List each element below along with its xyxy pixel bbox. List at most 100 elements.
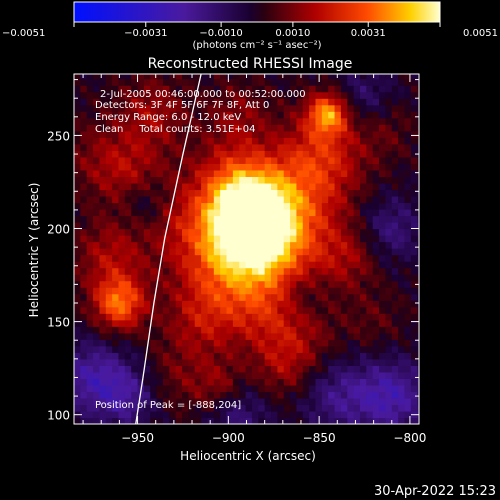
heatmap-cell (290, 254, 298, 262)
heatmap-cell (207, 130, 215, 138)
heatmap-cell (118, 397, 126, 406)
heatmap-cell (124, 176, 132, 184)
heatmap-cell (366, 391, 374, 399)
heatmap-cell (86, 306, 94, 314)
heatmap-cell (398, 176, 406, 184)
heatmap-cell (213, 195, 221, 204)
heatmap-cell (264, 306, 272, 314)
heatmap-cell (118, 235, 126, 243)
heatmap-cell (277, 169, 285, 177)
heatmap-cell (220, 143, 228, 151)
heatmap-cell (366, 137, 374, 145)
heatmap-cell (283, 261, 291, 269)
heatmap-cell (245, 228, 253, 236)
heatmap-cell (245, 384, 253, 393)
heatmap-cell (309, 267, 317, 275)
heatmap-cell (290, 267, 298, 275)
heatmap-cell (220, 208, 228, 217)
y-tick-label: 100 (47, 409, 70, 423)
heatmap-cell (137, 137, 145, 145)
heatmap-cell (220, 98, 228, 106)
heatmap-cell (74, 371, 81, 379)
heatmap-cell (143, 137, 151, 145)
heatmap-cell (118, 91, 126, 99)
heatmap-cell (258, 156, 266, 164)
heatmap-cell (194, 384, 202, 393)
heatmap-cell (150, 228, 158, 236)
heatmap-cell (124, 352, 132, 360)
heatmap-cell (366, 410, 374, 419)
heatmap-cell (379, 397, 387, 406)
heatmap-cell (86, 267, 94, 275)
heatmap-cell (347, 293, 355, 301)
heatmap-cell (296, 169, 304, 177)
heatmap-cell (131, 384, 139, 393)
heatmap-cell (334, 326, 342, 334)
heatmap-cell (226, 98, 234, 106)
heatmap-cell (404, 397, 412, 406)
heatmap-cell (201, 345, 209, 353)
heatmap-cell (340, 378, 348, 386)
heatmap-cell (321, 378, 329, 386)
heatmap-cell (207, 137, 215, 145)
heatmap-cell (143, 130, 151, 138)
heatmap-cell (315, 365, 323, 373)
heatmap-cell (385, 391, 393, 399)
heatmap-cell (251, 137, 259, 145)
heatmap-cell (239, 319, 247, 327)
heatmap-cell (385, 228, 393, 236)
heatmap-cell (131, 235, 139, 243)
heatmap-cell (112, 371, 120, 379)
heatmap-cell (74, 248, 81, 256)
heatmap-cell (385, 189, 393, 197)
heatmap-cell (118, 98, 126, 106)
heatmap-cell (302, 300, 310, 308)
heatmap-cell (296, 391, 304, 399)
heatmap-cell (226, 280, 234, 288)
heatmap-cell (150, 254, 158, 262)
heatmap-cell (118, 74, 126, 80)
heatmap-cell (245, 287, 253, 295)
heatmap-cell (309, 378, 317, 386)
heatmap-cell (277, 248, 285, 256)
heatmap-cell (105, 313, 113, 321)
heatmap-cell (182, 130, 189, 138)
heatmap-cell (296, 235, 304, 243)
heatmap-cell (271, 202, 278, 210)
heatmap-cell (194, 117, 202, 125)
heatmap-cell (321, 404, 329, 412)
heatmap-cell (385, 326, 393, 334)
heatmap-cell (245, 182, 253, 191)
heatmap-cell (251, 371, 259, 379)
heatmap-cell (302, 293, 310, 301)
heatmap-cell (232, 261, 240, 269)
heatmap-cell (340, 130, 348, 138)
heatmap-cell (80, 74, 88, 80)
heatmap-cell (404, 371, 412, 379)
heatmap-cell (169, 248, 177, 256)
heatmap-cell (410, 345, 418, 353)
heatmap-cell (366, 274, 374, 282)
heatmap-cell (258, 332, 266, 340)
heatmap-cell (245, 404, 253, 412)
heatmap-cell (112, 410, 120, 419)
heatmap-cell (321, 326, 329, 334)
heatmap-cell (372, 287, 380, 295)
heatmap-cell (328, 391, 336, 399)
heatmap-cell (315, 85, 323, 93)
heatmap-cell (353, 384, 361, 393)
heatmap-cell (379, 208, 387, 217)
heatmap-cell (175, 358, 183, 366)
heatmap-cell (328, 358, 336, 366)
heatmap-cell (162, 378, 170, 386)
heatmap-cell (143, 195, 151, 204)
heatmap-cell (404, 345, 412, 353)
heatmap-cell (162, 300, 170, 308)
heatmap-cell (150, 215, 158, 223)
heatmap-cell (143, 352, 151, 360)
heatmap-cell (334, 124, 342, 132)
heatmap-cell (86, 85, 94, 93)
heatmap-cell (264, 130, 272, 138)
heatmap-cell (277, 189, 285, 197)
heatmap-cell (118, 352, 126, 360)
